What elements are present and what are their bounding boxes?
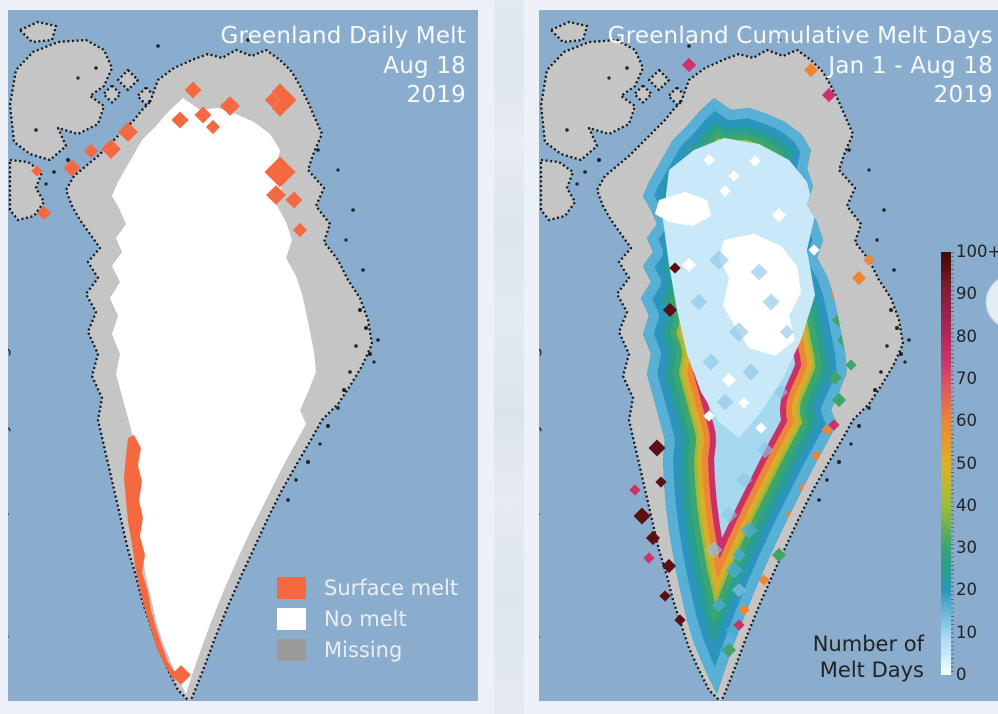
daily-melt-map[interactable]: Greenland Daily Melt Aug 18 2019 Surface… (8, 10, 478, 701)
colorbar-tick: 100+ (956, 242, 998, 261)
colorbar-label-line-1: Number of (812, 632, 924, 656)
colorbar-minor-ticks (951, 252, 954, 675)
legend-label: Surface melt (324, 575, 459, 600)
surface-melt-stripe (124, 435, 176, 681)
legend-row-no-melt: No melt (277, 606, 458, 631)
title-line-3: 2019 (406, 82, 466, 108)
title-line-1: Greenland Cumulative Melt Days (607, 23, 993, 49)
attribution-left: NSIDC / Thomas Mote, University of Georg… (8, 332, 11, 694)
title-line-3: 2019 (933, 82, 993, 108)
colorbar-tick: 0 (956, 665, 967, 684)
colorbar-tick: 30 (956, 538, 977, 557)
background-texture-strip (494, 0, 524, 714)
legend-label: Missing (324, 637, 403, 662)
colorbar-tick: 70 (956, 369, 977, 388)
daily-melt-title: Greenland Daily Melt Aug 18 2019 (220, 22, 466, 111)
no-melt-swatch (277, 607, 306, 630)
colorbar-tick: 50 (956, 454, 977, 473)
colorbar-tick: 60 (956, 411, 977, 430)
legend-row-missing: Missing (277, 637, 458, 662)
colorbar-label: Number of Melt Days (813, 632, 924, 683)
missing-swatch (277, 638, 306, 661)
colorbar-label-line-2: Melt Days (819, 657, 924, 682)
melt-days-colorbar (941, 252, 951, 675)
attribution-right: NSIDC / Thomas Mote, University of Georg… (539, 332, 542, 694)
melt-legend: Surface melt No melt Missing (277, 576, 458, 669)
colorbar-tick: 80 (956, 327, 977, 346)
surface-melt-swatch (277, 576, 306, 599)
legend-row-surface-melt: Surface melt (277, 575, 459, 600)
cumulative-melt-title: Greenland Cumulative Melt Days Jan 1 - A… (608, 22, 993, 111)
title-line-1: Greenland Daily Melt (220, 23, 466, 49)
colorbar-tick: 20 (956, 580, 977, 599)
colorbar-tick: 40 (956, 496, 977, 515)
title-line-2: Aug 18 (383, 52, 466, 79)
page-edge-widget-circle[interactable] (986, 275, 998, 329)
cumulative-melt-map-graphic (539, 10, 998, 701)
colorbar-tick: 90 (956, 284, 977, 303)
colorbar-tick: 10 (956, 623, 977, 642)
legend-label: No melt (324, 606, 407, 631)
daily-melt-map-graphic (8, 10, 478, 701)
title-line-2: Jan 1 - Aug 18 (828, 52, 993, 79)
cumulative-melt-map[interactable]: Greenland Cumulative Melt Days Jan 1 - A… (539, 10, 998, 701)
